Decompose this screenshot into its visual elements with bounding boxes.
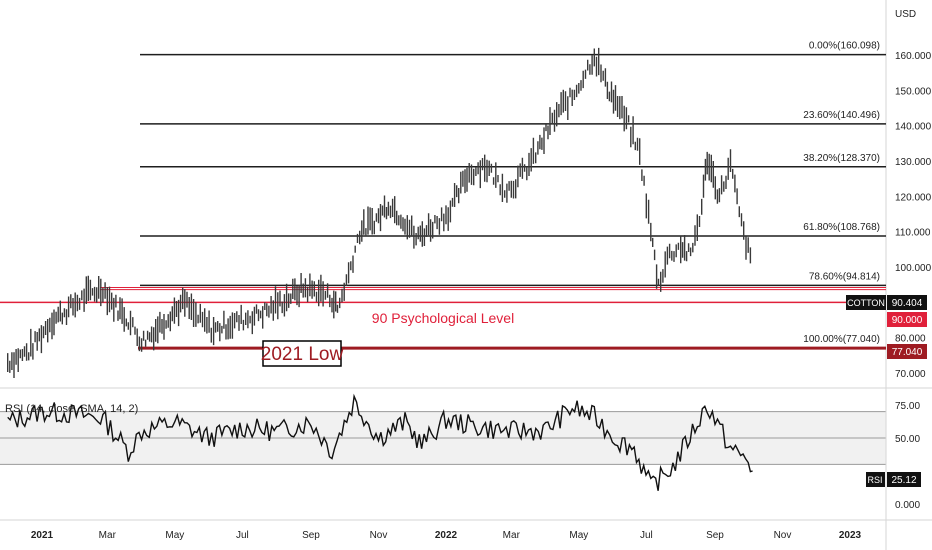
time-tick-label: Nov (370, 530, 388, 541)
time-axis[interactable]: 2021 Mar May Jul Sep Nov 2022 Mar May Jul Sep Nov 20… (31, 530, 862, 541)
fib-label: 38.20%(128.370) (803, 153, 880, 164)
price-tick-label: 120.000 (895, 192, 932, 203)
price-tick-label: 100.000 (895, 263, 932, 274)
rsi-tick-label: 50.00 (895, 434, 920, 445)
level-90-value: 90.000 (892, 315, 923, 326)
time-tick-label: Nov (774, 530, 792, 541)
rsi-title[interactable]: RSI (14, close, SMA, 14, 2) (5, 403, 138, 415)
low-label-box[interactable] (262, 340, 342, 367)
rsi-tick-label: 0.000 (895, 500, 920, 511)
price-bars (7, 47, 752, 378)
price-tick-label: 70.000 (895, 369, 926, 380)
level-low-value: 77.040 (892, 347, 923, 358)
rsi-tick-label: 75.00 (895, 401, 920, 412)
rsi-line (7, 393, 753, 491)
fib-label: 78.60%(94.814) (809, 271, 880, 282)
time-tick-label: 2021 (31, 530, 54, 541)
time-tick-label: Sep (706, 530, 724, 541)
time-tick-label: Mar (503, 530, 521, 541)
time-tick-label: May (165, 530, 184, 541)
time-tick-label: Sep (302, 530, 320, 541)
last-price-value: 90.404 (892, 298, 923, 309)
rsi-label-badge: RSI (866, 472, 885, 487)
level-low-badge: 77.040 (887, 344, 927, 359)
price-tick-label: 150.000 (895, 86, 932, 97)
low-label[interactable]: 2021 Low (261, 344, 344, 365)
time-tick-label: Mar (99, 530, 117, 541)
price-tick-label: 110.000 (895, 228, 931, 239)
time-tick-label: Jul (640, 530, 653, 541)
level-90-badge: 90.000 (887, 312, 927, 327)
time-tick-label: 2022 (435, 530, 458, 541)
fib-label: 61.80%(108.768) (803, 222, 880, 233)
rsi-value: 25.12 (891, 475, 916, 486)
price-axis[interactable]: 160.000 150.000 140.000 130.000 120.000 110.0… (895, 51, 932, 380)
price-tick-label: 160.000 (895, 51, 932, 62)
time-tick-label: Jul (236, 530, 249, 541)
currency-label: USD (895, 9, 916, 20)
time-tick-label: 2023 (839, 530, 862, 541)
price-tick-label: 140.000 (895, 122, 932, 133)
fib-label: 100.00%(77.040) (803, 334, 880, 345)
fib-label: 0.00%(160.098) (809, 41, 880, 52)
rsi-label: RSI (867, 475, 882, 485)
fib-label: 23.60%(140.496) (803, 110, 880, 121)
rsi-axis[interactable]: 75.00 50.00 0.000 (895, 401, 920, 511)
last-price-badge: 90.404 (887, 295, 927, 310)
time-tick-label: May (569, 530, 588, 541)
rsi-value-badge: 25.12 (887, 472, 921, 487)
rsi-series (7, 393, 753, 491)
symbol-label: COTTON (847, 298, 885, 308)
symbol-badge: COTTON (846, 295, 886, 310)
price-tick-label: 80.000 (895, 334, 926, 345)
psych-level-label[interactable]: 90 Psychological Level (372, 310, 514, 326)
price-tick-label: 130.000 (895, 157, 932, 168)
fib-retracement[interactable]: 0.00%(160.098) 23.60%(140.496) 38.20%(128.… (100, 41, 886, 350)
price-series (7, 47, 752, 378)
